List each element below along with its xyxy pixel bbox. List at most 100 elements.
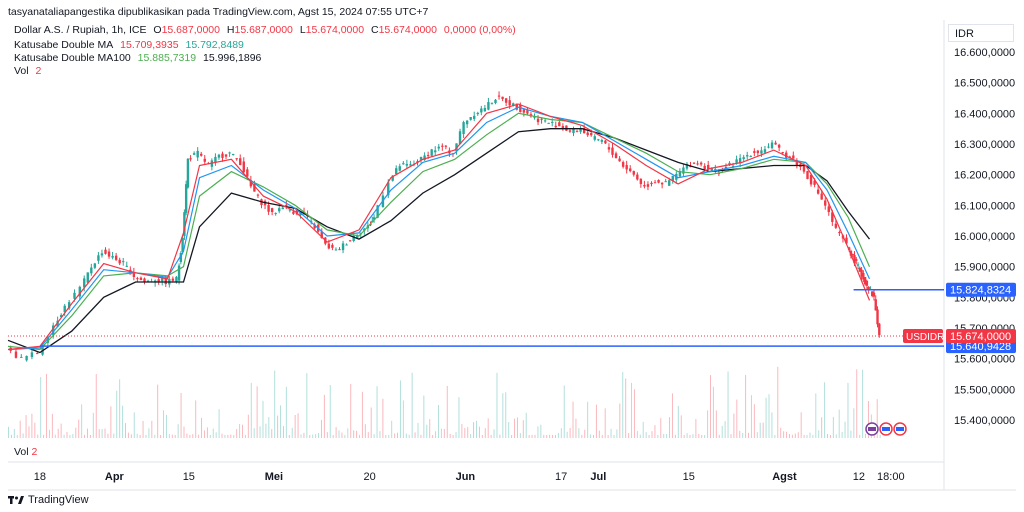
candle-body [728,162,731,166]
volume-bar [660,418,662,438]
volume-bar [821,417,823,438]
last-price-label-bg [946,328,1016,343]
economic-event-icon [879,422,893,436]
candle-body [876,309,879,325]
candle-body [122,261,125,263]
candle-body [636,174,639,180]
candle-body [735,159,738,163]
volume-bar [338,430,340,438]
volume-bar [443,428,445,438]
vol-name: Vol [14,65,29,77]
volume-bar [359,434,360,438]
x-tick-label: 18 [34,471,46,483]
vol-legend[interactable]: Vol 2 [14,65,45,77]
candle-body [770,142,774,149]
candle-body [512,103,515,106]
volume-bar [420,434,422,438]
open-value: 15.687,0000 [161,24,220,36]
candle-body [785,152,788,158]
candle-body [93,263,97,268]
volume-bar [432,434,434,438]
volume-bar [145,434,147,438]
volume-bar [256,386,258,438]
symbol-tag: USDIDR [906,332,944,343]
candle-body [14,351,18,358]
candle-body [678,171,682,177]
ma-legend[interactable]: Katusabe Double MA 15.709,3935 15.792,84… [14,39,248,51]
footer-brand[interactable]: TradingView [8,494,89,506]
candle-body [855,259,858,261]
candle-body [660,182,664,185]
volume-bar [66,431,68,438]
volume-bar [402,400,404,438]
volume-bar [674,434,676,438]
volume-bar [127,432,129,438]
ma1-name: Katusabe Double MA [14,39,114,51]
currency-selector[interactable]: IDR [948,24,1014,42]
volume-bar [742,432,744,438]
candle-body [327,243,331,249]
volume-bar [75,427,77,438]
candle-body [242,161,245,173]
volume-bar [619,403,621,438]
candle-body [831,212,834,222]
ma-green-line [7,112,871,351]
volume-bar [323,394,325,438]
volume-bar [215,432,217,438]
brand-name: TradingView [28,494,89,506]
candle-body [356,234,359,239]
candle-body [533,116,536,118]
candle-body [253,184,256,192]
candle-body [515,103,518,110]
candle-body [862,273,865,280]
candle-body [465,120,469,125]
volume-bar [300,434,302,438]
volume-bar [736,399,738,438]
volume-bar [552,434,554,438]
candle-body [161,278,164,282]
volume-bar [405,433,407,438]
volume-bar [312,434,314,438]
candle-body [462,122,465,135]
candle-body [724,167,728,169]
candle-body [274,213,277,215]
y-tick-label: 16.100,0000 [954,200,1015,212]
volume-bar [183,426,185,438]
volume-bar [435,431,437,438]
volume-bar [683,434,685,438]
volume-bar [19,420,21,438]
volume-bar [753,404,755,438]
candle-body [820,193,823,200]
volume-bar [593,434,594,438]
candle-body [189,158,192,160]
volume-bar [48,429,50,438]
volume-bar [730,434,732,438]
candle-body [107,251,111,257]
candle-body [143,278,146,283]
volume-bar [122,405,124,438]
volume-bar [458,397,460,438]
candle-body [221,153,224,158]
volume-bar [648,434,650,438]
candle-body [235,158,238,160]
volume-bar [800,412,802,438]
volume-bar [414,432,416,438]
volume-bar [151,420,153,438]
low-label: L [299,24,306,36]
candle-body [345,244,348,246]
candle-body [299,212,302,216]
candle-body [111,255,114,258]
volume-bar [774,434,776,438]
ma2-value-1: 15.885,7319 [137,52,197,64]
ma100-legend[interactable]: Katusabe Double MA100 15.885,7319 15.996… [14,52,265,64]
volume-bar [575,418,577,438]
y-tick-label: 16.500,0000 [954,78,1015,90]
volume-bar [853,408,855,438]
candle-body [256,194,260,196]
candle-body [239,158,242,166]
volume-bar [326,432,328,438]
candle-body [395,168,398,175]
candle-body [568,130,572,132]
candle-body [781,152,784,154]
